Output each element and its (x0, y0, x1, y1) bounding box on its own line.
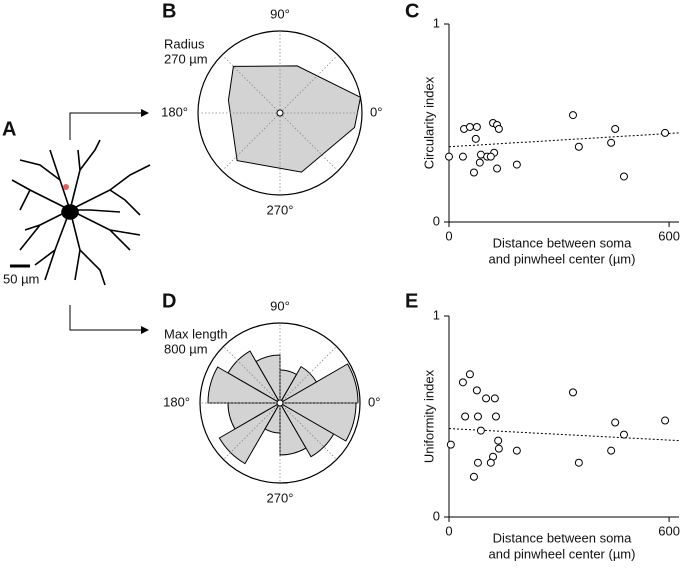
arrow (69, 109, 149, 140)
y-tick-label: 1 (433, 307, 440, 322)
y-axis-label: Uniformity index (421, 369, 436, 463)
x-tick-label: 0 (445, 523, 452, 538)
scale-bar-label: 50 µm (3, 271, 39, 286)
pinwheel-marker (63, 184, 69, 190)
theta-tick-label: 180° (163, 394, 190, 409)
fit-line (448, 132, 680, 148)
grid-spoke (223, 402, 281, 460)
data-point (469, 168, 478, 177)
x-axis-label: Distance between soma (493, 235, 633, 250)
panel-label: B (162, 0, 176, 22)
data-point (473, 412, 482, 421)
x-axis-label: and pinwheel center (µm) (489, 546, 636, 561)
x-axis-label: and pinwheel center (µm) (489, 251, 636, 266)
data-point (491, 412, 500, 421)
data-point (494, 124, 503, 133)
theta-tick-label: 0° (370, 104, 382, 119)
data-point (458, 378, 467, 387)
rose-wedge (207, 366, 282, 404)
neuron-drawing (11, 139, 151, 286)
data-point (486, 152, 495, 161)
data-point (486, 458, 495, 467)
polar-center (276, 399, 284, 407)
data-point (568, 111, 577, 120)
data-point (469, 472, 478, 481)
panel-label: C (405, 0, 419, 22)
data-point (471, 134, 480, 143)
data-point (458, 152, 467, 161)
data-point (465, 122, 474, 131)
data-point (465, 370, 474, 379)
theta-tick-label: 180° (161, 104, 188, 119)
scale-label: Radius (164, 36, 205, 51)
theta-tick-label: 90° (270, 298, 290, 313)
x-tick-label: 0 (445, 228, 452, 243)
data-point (611, 124, 620, 133)
panel-label: D (162, 290, 176, 312)
theta-tick-label: 0° (368, 394, 380, 409)
polar-center (276, 109, 284, 117)
data-point (512, 446, 521, 455)
data-point (490, 394, 499, 403)
theta-tick-label: 90° (270, 6, 290, 21)
arrow (69, 305, 149, 334)
data-point (494, 444, 503, 453)
data-point (476, 426, 485, 435)
y-tick-label: 1 (433, 15, 440, 30)
rose-wedge (278, 402, 357, 442)
theta-tick-label: 270° (267, 202, 294, 217)
scale-value-label: 800 µm (164, 341, 208, 356)
data-point (607, 446, 616, 455)
x-tick-label: 600 (658, 523, 680, 538)
data-point (493, 164, 502, 173)
data-point (574, 142, 583, 151)
data-point (611, 418, 620, 427)
data-point (574, 458, 583, 467)
data-point (607, 138, 616, 147)
data-point (661, 416, 670, 425)
panel-label: E (405, 290, 418, 312)
data-point (461, 412, 470, 421)
data-point (482, 394, 491, 403)
grid-spoke (279, 402, 337, 460)
x-axis-label: Distance between soma (493, 530, 633, 545)
data-point (473, 458, 482, 467)
data-point (472, 122, 481, 131)
x-tick-label: 600 (658, 228, 680, 243)
data-point (512, 160, 521, 169)
y-tick-label: 0 (433, 213, 440, 228)
scale-value-label: 270 µm (164, 51, 208, 66)
panel-label: A (2, 118, 16, 140)
grid-spoke (223, 346, 281, 404)
radius-polygon (227, 65, 362, 173)
y-tick-label: 0 (433, 508, 440, 523)
scale-label: Max length (164, 326, 228, 341)
data-point (568, 388, 577, 397)
data-point (619, 172, 628, 181)
data-point (472, 386, 481, 395)
y-axis-label: Circularity index (421, 76, 436, 169)
grid-spoke (279, 346, 337, 404)
data-point (619, 430, 628, 439)
data-point (661, 128, 670, 137)
theta-tick-label: 270° (267, 490, 294, 505)
data-point (475, 158, 484, 167)
data-point (446, 440, 455, 449)
data-point (445, 152, 453, 161)
data-point (494, 436, 503, 445)
